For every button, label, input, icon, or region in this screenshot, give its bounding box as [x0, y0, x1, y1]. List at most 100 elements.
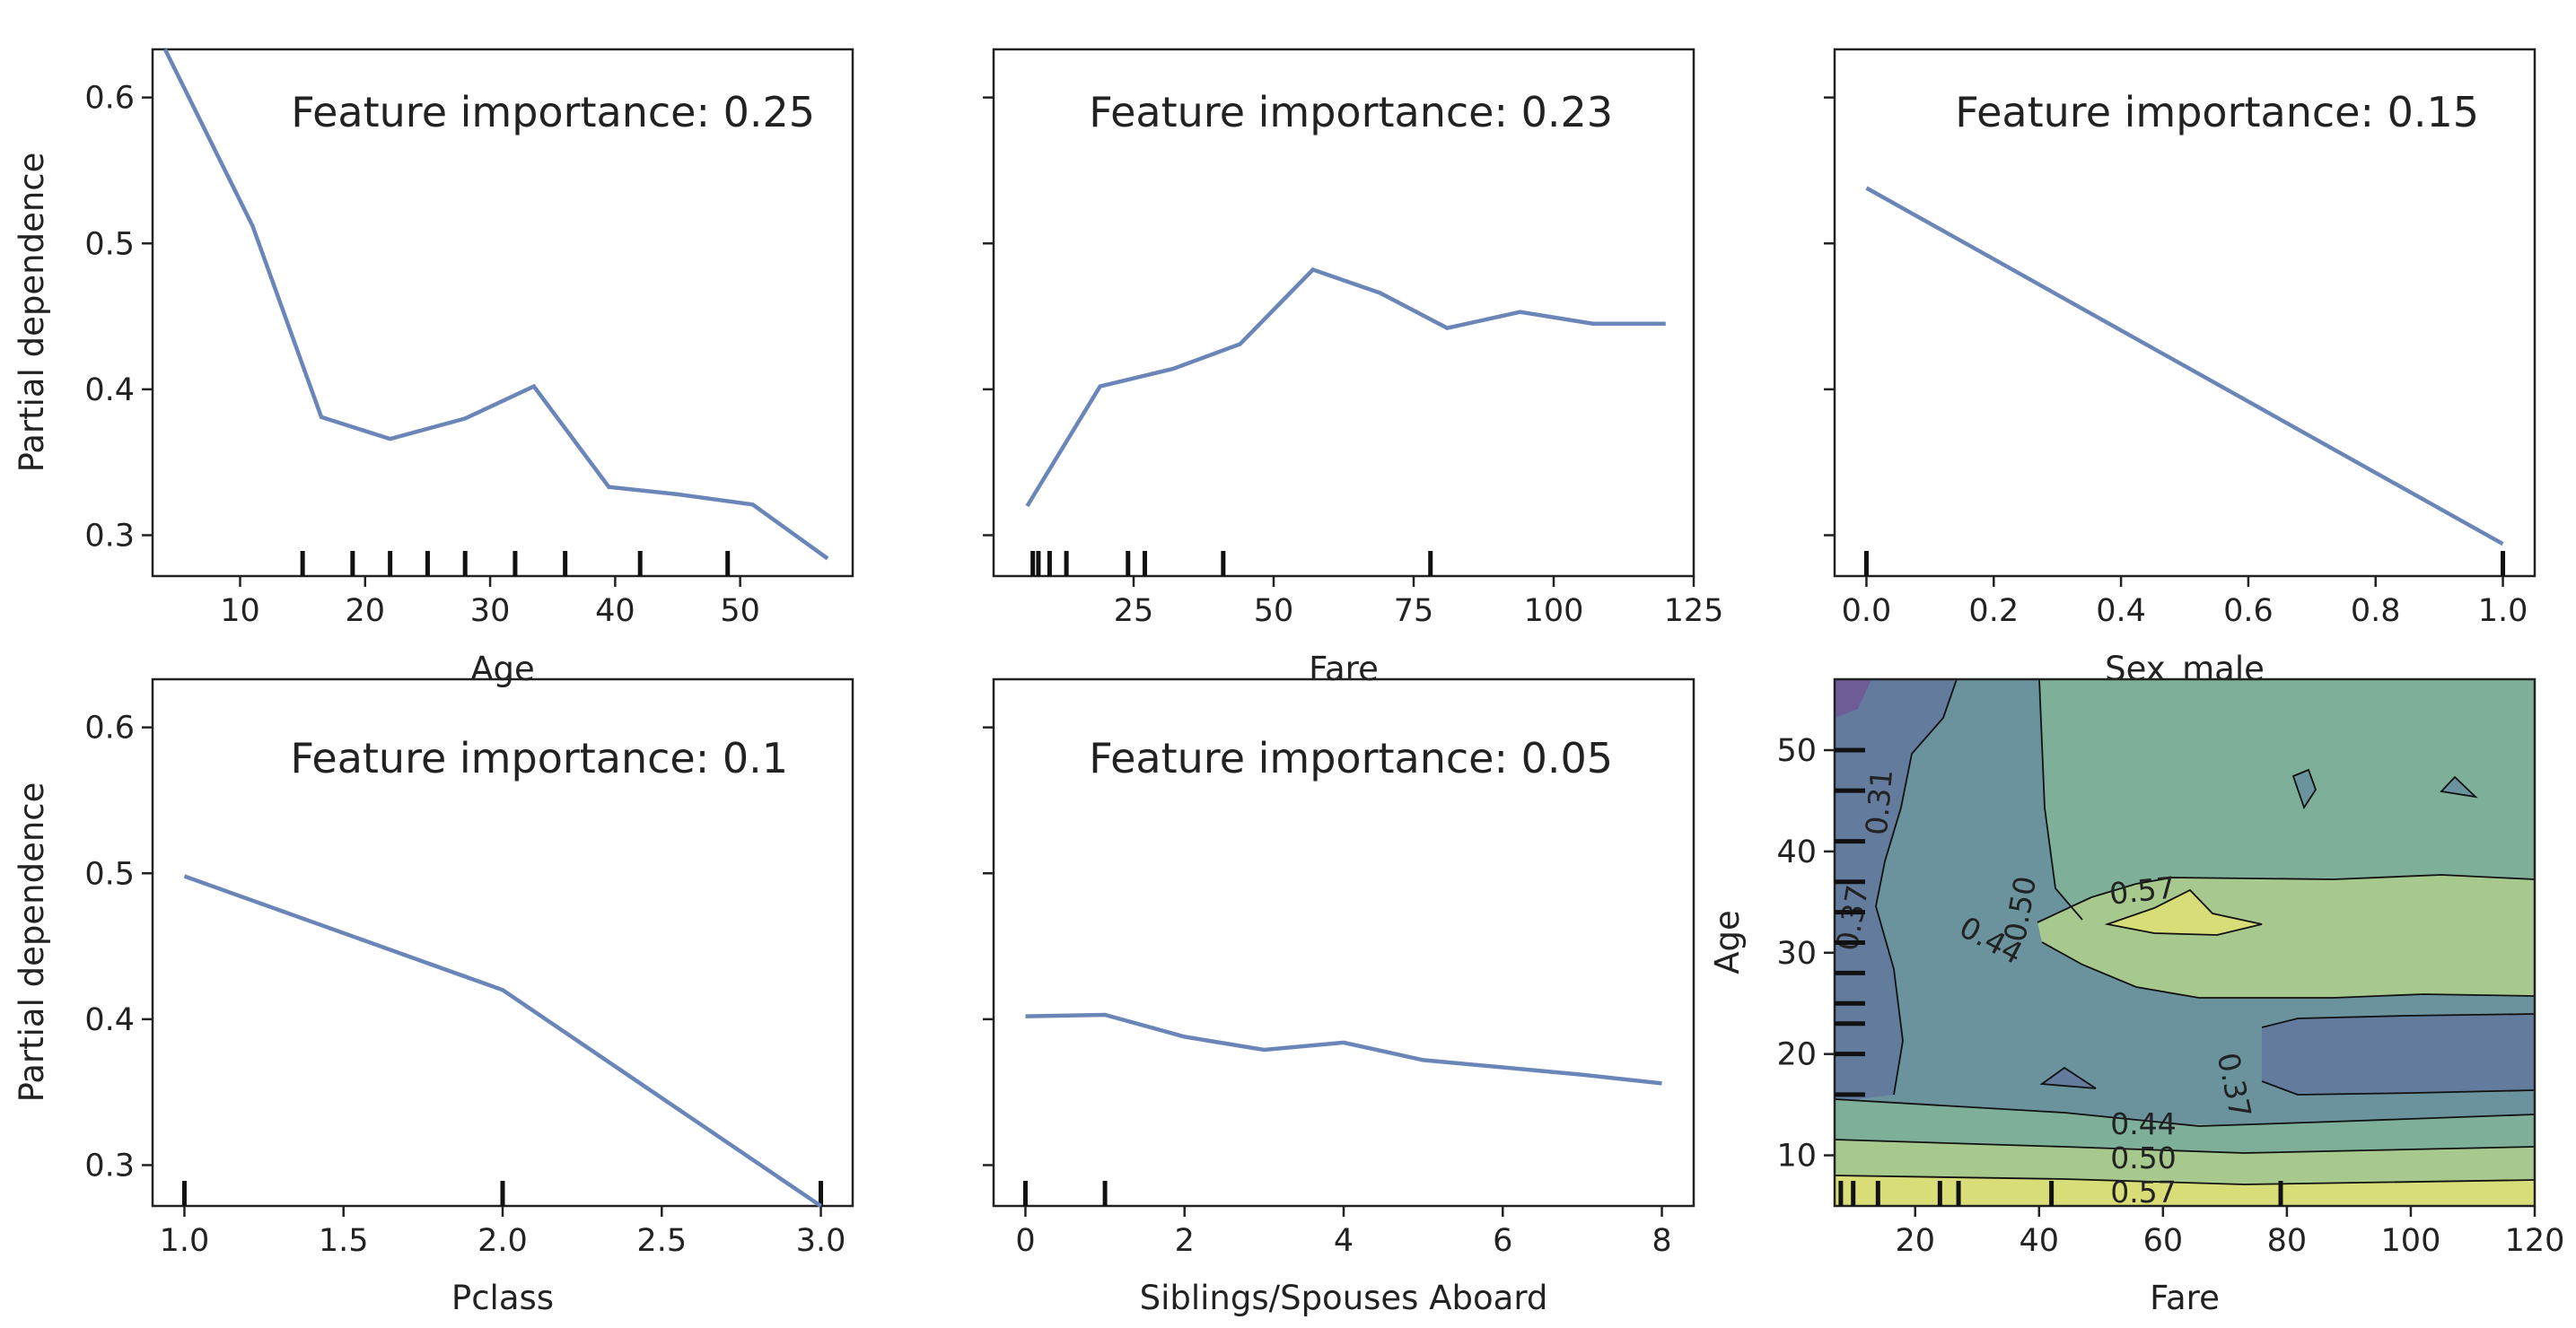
y-tick-label: 50	[1776, 733, 1817, 769]
x-axis-label: Pclass	[451, 1279, 554, 1317]
x-axis-ticks: 20 40 60 80 100 120	[1895, 1206, 2564, 1259]
x-axis-ticks: 10 20 30 40 50	[220, 576, 760, 629]
y-tick-label: 0.4	[84, 1002, 135, 1038]
contour-label-0.44-bottom: 0.44	[2110, 1106, 2176, 1141]
plot-frame	[151, 48, 854, 578]
y-axis-ticks	[983, 726, 994, 1166]
x-tick-label: 20	[346, 593, 386, 629]
x-axis-label: Fare	[1309, 650, 1379, 688]
panel-sex-male: 0.0 0.2 0.4 0.6 0.8 1.0 Feature importance: 0…	[1824, 48, 2537, 688]
y-axis-ticks	[1824, 96, 1835, 537]
x-tick-label: 2	[1175, 1223, 1195, 1259]
y-axis-label: Partial dependence	[13, 782, 51, 1103]
x-tick-label: 4	[1334, 1223, 1354, 1259]
feature-importance-annotation: Feature importance: 0.15	[1955, 88, 2479, 136]
panel-pclass: 1.0 1.5 2.0 2.5 3.0 0.3 0.4 0.5 0.6 Feature imp…	[13, 677, 854, 1317]
pd-line	[162, 48, 829, 561]
panel-fare: 25 50 75 100 125 Feature importance: 0.23 Fa…	[983, 48, 1724, 688]
x-tick-label: 3.0	[796, 1223, 846, 1259]
rug-marks	[1030, 551, 1433, 576]
x-tick-label: 80	[2267, 1223, 2308, 1259]
pd-line	[183, 874, 822, 1208]
contour-label-0.57-top: 0.57	[2107, 869, 2177, 911]
y-tick-label: 20	[1776, 1037, 1817, 1073]
contour-line	[1875, 679, 1958, 1096]
x-tick-label: 8	[1652, 1223, 1671, 1259]
x-tick-label: 100	[2381, 1223, 2441, 1259]
y-axis-label: Partial dependence	[13, 153, 51, 473]
x-tick-label: 0.8	[2351, 593, 2401, 629]
x-tick-label: 1.0	[2478, 593, 2528, 629]
band-0.31-0.37-right	[2262, 1014, 2535, 1095]
contour-line	[2104, 888, 2263, 936]
contour-line	[2038, 679, 2083, 921]
x-tick-label: 100	[1524, 593, 1584, 629]
x-tick-label: 20	[1895, 1223, 1935, 1259]
y-tick-label: 0.4	[84, 372, 135, 408]
x-axis-ticks: 0.0 0.2 0.4 0.6 0.8 1.0	[1842, 576, 2528, 629]
x-axis-ticks: 1.0 1.5 2.0 2.5 3.0	[160, 1206, 846, 1259]
x-tick-label: 0.4	[2096, 593, 2146, 629]
x-tick-label: 25	[1114, 593, 1154, 629]
x-axis-ticks: 25 50 75 100 125	[1114, 576, 1724, 629]
x-tick-label: 6	[1493, 1223, 1512, 1259]
feature-importance-annotation: Feature importance: 0.05	[1089, 734, 1613, 782]
rug-marks	[300, 551, 731, 576]
contour-line	[1835, 1175, 2535, 1185]
x-tick-label: 0	[1015, 1223, 1035, 1259]
x-tick-label: 50	[720, 593, 760, 629]
x-tick-label: 2.0	[478, 1223, 528, 1259]
contour-line	[1835, 1098, 2535, 1127]
band-0.31-0.37-left	[1835, 679, 1957, 1102]
rug-marks	[1835, 747, 2283, 1206]
contour-line	[2261, 1013, 2535, 1028]
x-tick-label: 2.5	[636, 1223, 687, 1259]
x-tick-label: 125	[1664, 593, 1724, 629]
band-below-0.31	[1835, 679, 1871, 718]
feature-importance-annotation: Feature importance: 0.1	[290, 734, 788, 782]
contour-line	[2291, 768, 2317, 810]
contour-label-0.57-bottom: 0.57	[2110, 1175, 2176, 1210]
y-tick-label: 0.6	[84, 711, 135, 747]
contour-line	[2041, 941, 2535, 999]
x-tick-label: 1.0	[160, 1223, 210, 1259]
contour-label-0.31: 0.31	[1859, 768, 1899, 837]
x-axis-ticks: 0 2 4 6 8	[1015, 1206, 1672, 1259]
y-tick-label: 0.5	[84, 856, 135, 892]
contour-area	[1835, 679, 2535, 1206]
y-axis-ticks: 10 20 30 40 50	[1776, 733, 1835, 1175]
x-tick-label: 120	[2505, 1223, 2565, 1259]
rug-marks	[1863, 551, 2506, 576]
band-0.57-hotspot	[2107, 890, 2262, 935]
y-tick-label: 0.5	[84, 226, 135, 262]
y-tick-label: 0.6	[84, 81, 135, 117]
feature-importance-annotation: Feature importance: 0.25	[291, 88, 815, 136]
contour-line	[2039, 1066, 2097, 1089]
x-tick-label: 75	[1394, 593, 1434, 629]
contour-line	[2261, 1080, 2535, 1096]
plot-frame	[1833, 48, 2537, 578]
x-axis-label: Fare	[2150, 1279, 2220, 1317]
panel-age: 10 20 30 40 50 0.3 0.4 0.5 0.6 Feature importan…	[13, 48, 854, 688]
y-tick-label: 40	[1776, 834, 1817, 870]
x-tick-label: 40	[2020, 1223, 2060, 1259]
x-tick-label: 30	[470, 593, 511, 629]
contour-label-0.50-bottom: 0.50	[2110, 1140, 2176, 1175]
y-axis-ticks: 0.3 0.4 0.5 0.6	[84, 711, 153, 1184]
feature-importance-annotation: Feature importance: 0.23	[1089, 88, 1613, 136]
x-tick-label: 50	[1254, 593, 1294, 629]
rug-marks	[1022, 1181, 1108, 1206]
pd-line	[1025, 1012, 1662, 1086]
plot-frame	[992, 48, 1695, 578]
band-0.50-islet-b	[2441, 777, 2475, 797]
pd-line	[1865, 186, 2504, 546]
x-tick-label: 40	[595, 593, 635, 629]
band-0.31-0.37-islet	[2042, 1068, 2096, 1088]
contour-line	[2440, 775, 2478, 799]
y-tick-label: 10	[1776, 1139, 1817, 1175]
rug-marks	[181, 1181, 824, 1206]
contour-line	[2037, 874, 2535, 923]
x-tick-label: 1.5	[319, 1223, 369, 1259]
y-tick-label: 0.3	[84, 518, 135, 554]
